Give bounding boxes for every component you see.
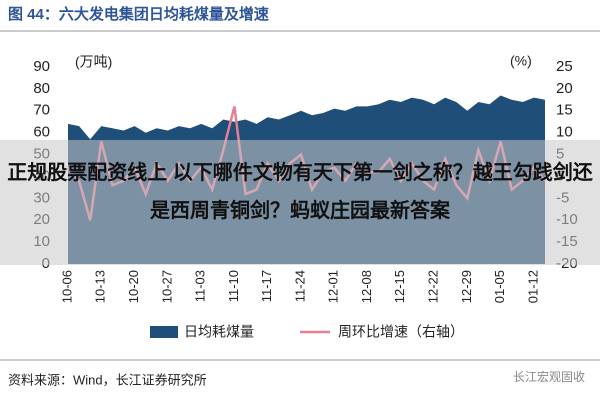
x-tick-label: 12-22	[426, 270, 441, 303]
y-tick-label: 80	[33, 80, 50, 97]
x-tick-label: 01-05	[492, 270, 507, 303]
x-tick-label: 11-17	[259, 270, 274, 302]
y2-tick-label: 15	[556, 102, 573, 119]
x-tick-label: 11-24	[292, 270, 307, 302]
x-tick-label: 12-15	[392, 270, 407, 303]
y-unit: (万吨)	[75, 54, 112, 70]
source: 资料来源：Wind，长江证券研究所	[8, 372, 207, 387]
x-tick-label: 10-13	[93, 270, 108, 303]
x-tick-label: 12-01	[326, 270, 341, 303]
y-tick-label: 60	[33, 124, 50, 141]
x-tick-label: 10-06	[59, 270, 74, 303]
overlay-banner: 正规股票配资线上 以下哪件文物有天下第一剑之称？越王勾践剑还是西周青铜剑？蚂蚁庄…	[0, 140, 600, 265]
x-tick-label: 11-10	[226, 270, 241, 302]
y2-tick-label: 25	[556, 58, 573, 75]
x-tick-label: 10-20	[126, 270, 141, 303]
y-tick-label: 90	[33, 58, 50, 75]
y2-tick-label: 20	[556, 80, 573, 97]
y2-unit: (%)	[510, 53, 532, 69]
legend-label: 周环比增速（右轴）	[338, 324, 464, 340]
legend-swatch	[150, 326, 178, 338]
y2-tick-label: 10	[556, 124, 573, 141]
chart-title: 图 44：六大发电集团日均耗煤量及增速	[8, 5, 269, 23]
x-tick-label: 12-08	[359, 270, 374, 303]
x-tick-label: 11-03	[193, 270, 208, 302]
x-tick-label: 10-27	[159, 270, 174, 303]
x-tick-label: 12-29	[459, 270, 474, 303]
y-tick-label: 70	[33, 102, 50, 119]
x-tick-label: 01-12	[525, 270, 540, 303]
legend-label: 日均耗煤量	[184, 324, 254, 340]
watermark: 长江宏观固收	[513, 369, 585, 384]
